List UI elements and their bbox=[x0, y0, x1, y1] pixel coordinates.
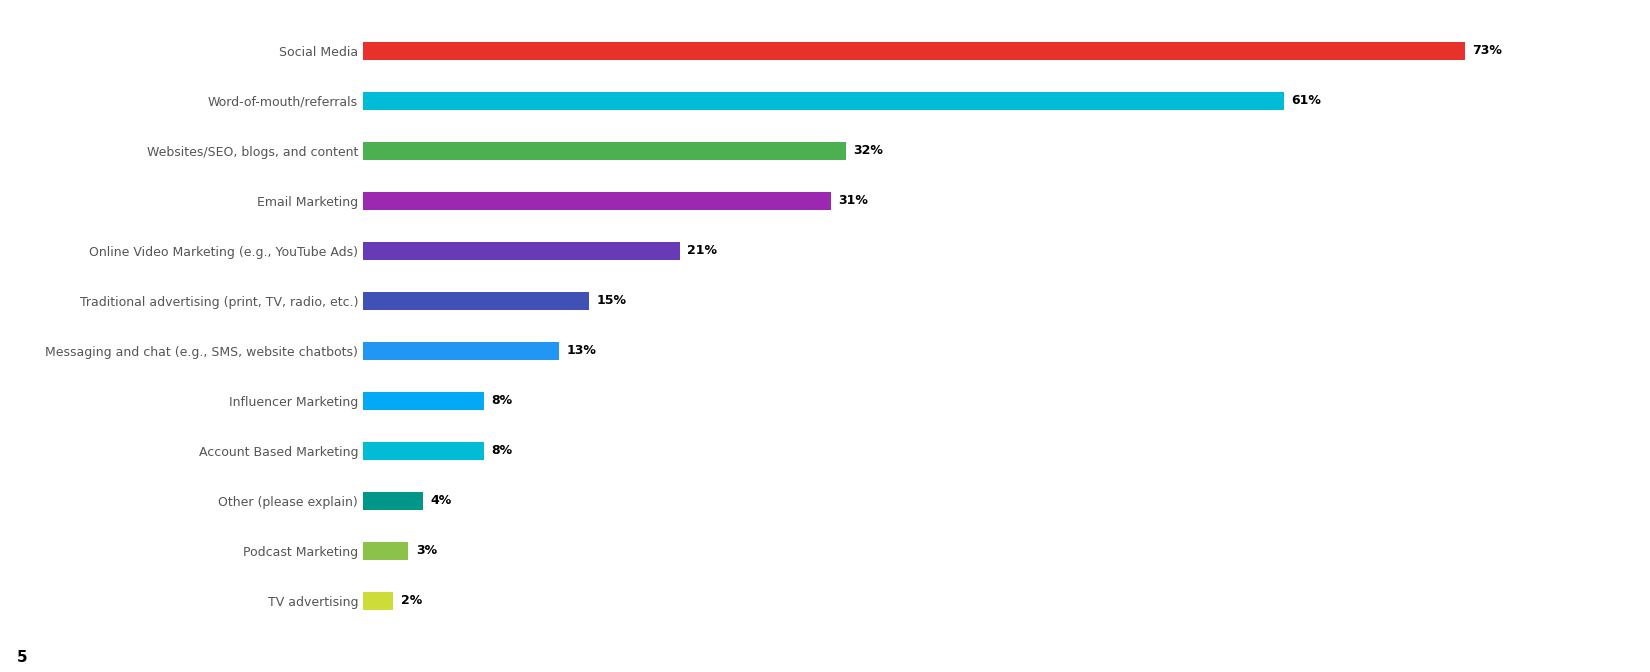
Text: 32%: 32% bbox=[853, 144, 883, 157]
Bar bbox=[363, 92, 1284, 110]
Text: 31%: 31% bbox=[838, 194, 868, 208]
Bar bbox=[363, 342, 559, 360]
Bar bbox=[363, 592, 393, 610]
Text: 2%: 2% bbox=[401, 595, 422, 607]
Bar bbox=[363, 442, 483, 460]
Text: 21%: 21% bbox=[688, 245, 718, 257]
Bar bbox=[363, 492, 424, 509]
Text: 8%: 8% bbox=[492, 444, 513, 458]
Bar bbox=[363, 242, 680, 259]
Text: 3%: 3% bbox=[416, 544, 437, 557]
Text: 5: 5 bbox=[16, 650, 26, 665]
Bar bbox=[363, 192, 832, 210]
Bar bbox=[363, 142, 846, 160]
Bar bbox=[363, 42, 1465, 60]
Bar bbox=[363, 292, 589, 310]
Text: 4%: 4% bbox=[431, 495, 452, 507]
Text: 61%: 61% bbox=[1290, 95, 1322, 108]
Bar bbox=[363, 542, 408, 560]
Text: 15%: 15% bbox=[597, 294, 627, 307]
Text: 73%: 73% bbox=[1472, 44, 1502, 57]
Text: 13%: 13% bbox=[566, 345, 597, 358]
Text: 8%: 8% bbox=[492, 394, 513, 407]
Bar bbox=[363, 392, 483, 410]
